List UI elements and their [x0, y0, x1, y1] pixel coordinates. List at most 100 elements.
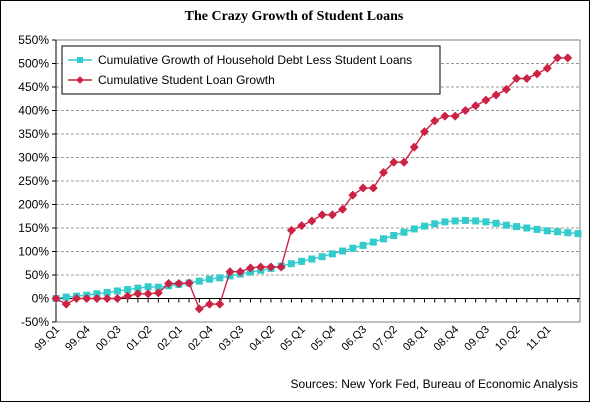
data-point: [523, 224, 531, 232]
data-point: [235, 267, 245, 277]
data-point: [205, 299, 215, 309]
y-tick-label: -50%: [21, 315, 49, 329]
x-tick-label: 01.Q2: [125, 324, 155, 354]
data-point: [194, 304, 204, 314]
y-tick-label: 400%: [18, 104, 49, 118]
x-tick-label: 10.Q2: [493, 324, 523, 354]
data-point: [339, 247, 347, 255]
data-point: [482, 218, 490, 226]
y-tick-label: 250%: [18, 174, 49, 188]
data-point: [164, 278, 174, 288]
chart-title: The Crazy Growth of Student Loans: [184, 9, 404, 24]
data-point: [327, 210, 337, 220]
data-point: [195, 277, 203, 285]
data-point: [481, 95, 491, 105]
data-point: [400, 228, 408, 236]
data-point: [502, 221, 510, 229]
data-point: [513, 223, 521, 231]
chart-source: Sources: New York Fed, Bureau of Economi…: [290, 377, 578, 391]
legend-marker: [77, 57, 83, 63]
data-point: [112, 293, 122, 304]
data-point: [380, 235, 388, 243]
data-point: [522, 74, 532, 84]
y-tick-label: 150%: [18, 221, 49, 235]
y-tick-label: 50%: [25, 268, 49, 282]
data-point: [553, 53, 563, 63]
x-tick-label: 99.Q4: [63, 324, 93, 354]
data-point: [420, 222, 428, 230]
data-point: [287, 260, 295, 268]
data-point: [71, 293, 81, 304]
data-point: [471, 101, 481, 111]
data-point: [359, 241, 367, 249]
series-layer: [51, 53, 582, 314]
data-point: [298, 257, 306, 265]
data-point: [554, 228, 562, 236]
data-point: [92, 293, 102, 304]
data-point: [317, 210, 327, 220]
x-tick-label: 07.Q2: [370, 324, 400, 354]
data-point: [286, 225, 296, 235]
data-point: [389, 157, 399, 167]
data-point: [440, 111, 450, 121]
data-point: [153, 288, 163, 298]
data-point: [225, 267, 235, 277]
data-point: [348, 190, 358, 200]
data-point: [245, 263, 255, 273]
legend-box: [61, 45, 441, 95]
data-point: [409, 142, 419, 152]
data-point: [379, 168, 389, 178]
y-tick-label: 450%: [18, 80, 49, 94]
x-tick-label: 08.Q1: [401, 324, 431, 354]
data-point: [368, 183, 378, 193]
legend-marker: [76, 76, 84, 84]
data-point: [533, 225, 541, 233]
x-tick-label: 06.Q3: [340, 324, 370, 354]
data-point: [174, 278, 184, 288]
data-point: [419, 127, 429, 137]
series-line: [55, 219, 579, 300]
x-tick-label: 04.Q2: [247, 324, 277, 354]
x-tick-label: 05.Q1: [278, 324, 308, 354]
data-point: [491, 90, 501, 100]
x-tick-label: 03.Q3: [217, 324, 247, 354]
legend: Cumulative Growth of Household Debt Less…: [61, 45, 441, 95]
legend-label: Cumulative Growth of Household Debt Less…: [98, 53, 412, 67]
x-tick-label: 05.Q4: [309, 324, 339, 354]
data-point: [472, 217, 480, 225]
data-point: [441, 218, 449, 226]
x-tick-label: 09.Q3: [462, 324, 492, 354]
y-tick-label: 500%: [18, 57, 49, 71]
data-point: [216, 274, 224, 282]
data-point: [256, 262, 266, 272]
data-point: [430, 116, 440, 126]
data-point: [501, 84, 511, 94]
data-point: [543, 227, 551, 235]
data-point: [61, 299, 71, 309]
data-point: [492, 219, 500, 227]
data-point: [276, 262, 286, 272]
data-point: [318, 253, 326, 261]
data-point: [512, 74, 522, 84]
y-tick-label: 0%: [32, 292, 50, 306]
data-point: [51, 293, 61, 304]
data-point: [358, 183, 368, 193]
data-point: [390, 232, 398, 240]
data-point: [431, 220, 439, 228]
y-tick-label: 100%: [18, 245, 49, 259]
data-point: [450, 111, 460, 121]
y-tick-label: 200%: [18, 198, 49, 212]
data-point: [451, 217, 459, 225]
y-tick-label: 350%: [18, 127, 49, 141]
data-point: [369, 238, 377, 246]
data-point: [266, 262, 276, 272]
data-point: [102, 293, 112, 304]
data-point: [349, 244, 357, 252]
x-tick-label: 02.Q4: [186, 324, 216, 354]
data-point: [328, 250, 336, 258]
y-tick-label: 550%: [18, 33, 49, 47]
data-point: [297, 221, 307, 231]
data-point: [564, 229, 572, 237]
data-point: [144, 283, 152, 291]
